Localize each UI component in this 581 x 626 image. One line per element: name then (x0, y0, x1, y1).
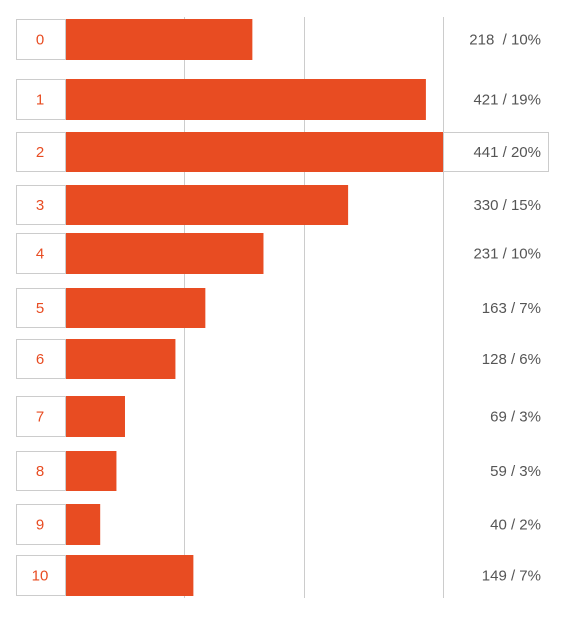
score-box (16, 233, 66, 274)
score-box (16, 79, 66, 120)
score-label: 7 (36, 409, 44, 426)
score-box (16, 339, 66, 379)
score-label: 0 (36, 32, 44, 49)
score-box (16, 504, 66, 545)
bar (66, 504, 101, 545)
bar (66, 339, 176, 379)
score-box (16, 288, 66, 328)
score-label: 10 (32, 568, 49, 585)
value-label: 149 / 7% (482, 568, 541, 585)
bar-row: 1 421 / 19% (16, 79, 541, 120)
bar (66, 185, 349, 225)
value-label: 441 / 20% (473, 144, 541, 161)
bar (66, 555, 194, 596)
bar-row: 0 218 / 10% (16, 19, 541, 60)
bar (66, 451, 117, 491)
score-label: 1 (36, 92, 44, 109)
value-label: 128 / 6% (482, 351, 541, 368)
score-box (16, 132, 66, 172)
bar-row: 3 330 / 15% (16, 185, 541, 225)
bar-row: 8 59 / 3% (16, 451, 541, 491)
value-label: 330 / 15% (473, 197, 541, 214)
score-box (16, 555, 66, 596)
bar (66, 396, 125, 437)
bar-row: 2 441 / 20% (16, 132, 549, 172)
bar-row: 10 149 / 7% (16, 555, 541, 596)
value-label: 218 / 10% (469, 32, 541, 49)
bar (66, 79, 426, 120)
bar-row: 7 69 / 3% (16, 396, 541, 437)
score-box (16, 185, 66, 225)
score-label: 4 (36, 246, 44, 263)
bar (66, 233, 264, 274)
bar-row: 4 231 / 10% (16, 233, 541, 274)
bar-row: 6 128 / 6% (16, 339, 541, 379)
score-box (16, 19, 66, 60)
score-label: 3 (36, 197, 44, 214)
bar (66, 132, 443, 172)
score-box (16, 396, 66, 437)
value-label: 231 / 10% (473, 246, 541, 263)
bar (66, 19, 253, 60)
value-label: 163 / 7% (482, 300, 541, 317)
value-label: 421 / 19% (473, 92, 541, 109)
value-label: 40 / 2% (490, 517, 541, 534)
bar-row: 9 40 / 2% (16, 504, 541, 545)
score-label: 2 (36, 144, 44, 161)
score-box (16, 451, 66, 491)
bar (66, 288, 206, 328)
score-label: 8 (36, 463, 44, 480)
bar-row: 5 163 / 7% (16, 288, 541, 328)
score-label: 6 (36, 351, 44, 368)
value-label: 59 / 3% (490, 463, 541, 480)
score-label: 9 (36, 517, 44, 534)
score-label: 5 (36, 300, 44, 317)
value-label: 69 / 3% (490, 409, 541, 426)
